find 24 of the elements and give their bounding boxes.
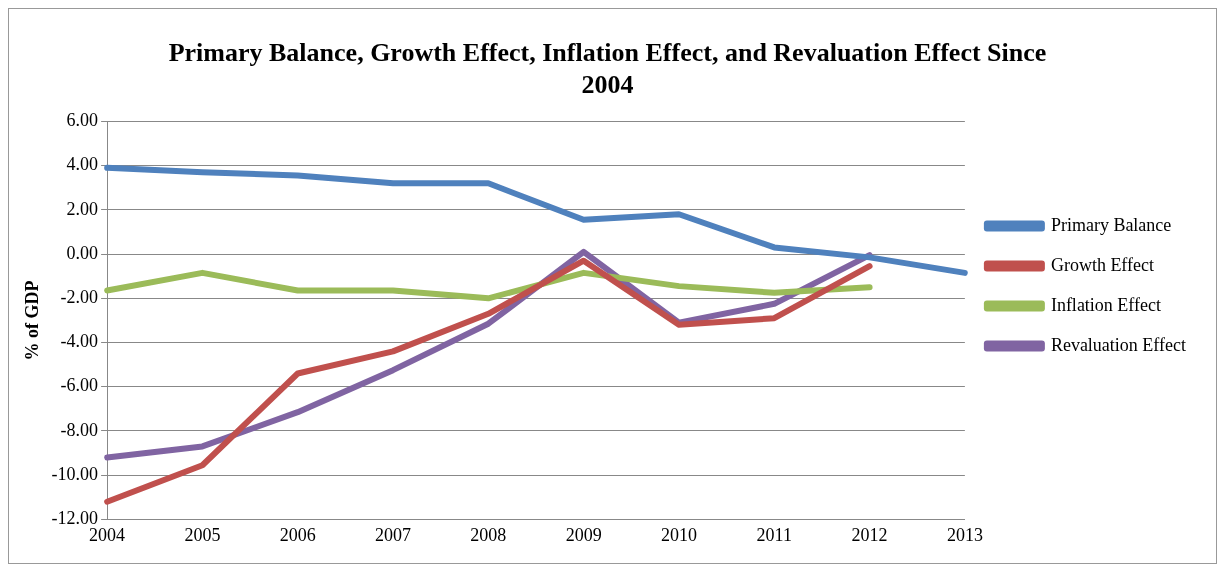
y-tick-label: -2.00 bbox=[60, 287, 99, 308]
legend-label: Revaluation Effect bbox=[1050, 334, 1187, 355]
legend-label: Inflation Effect bbox=[1050, 294, 1162, 315]
x-tick-label: 2013 bbox=[946, 524, 983, 545]
x-tick-label: 2008 bbox=[470, 524, 507, 545]
x-tick-label: 2010 bbox=[660, 524, 697, 545]
y-axis-title: % of GDP bbox=[22, 280, 43, 361]
y-tick-label: -8.00 bbox=[60, 419, 99, 440]
chart-title: Primary Balance, Growth Effect, Inflation Effect, and Revaluation Effect Since 2004 bbox=[168, 38, 1047, 99]
y-tick-label: -4.00 bbox=[60, 331, 99, 352]
y-tick-label: 4.00 bbox=[66, 154, 99, 175]
y-tick-label: 2.00 bbox=[66, 198, 99, 219]
x-tick-label: 2005 bbox=[184, 524, 221, 545]
x-tick-label: 2012 bbox=[851, 524, 888, 545]
y-tick-label: 6.00 bbox=[66, 110, 99, 131]
x-tick-label: 2009 bbox=[565, 524, 602, 545]
x-tick-label: 2007 bbox=[375, 524, 412, 545]
y-tick-label: 0.00 bbox=[66, 242, 99, 263]
legend-label: Primary Balance bbox=[1050, 214, 1172, 235]
y-tick-label: -10.00 bbox=[51, 463, 99, 484]
y-tick-label: -6.00 bbox=[60, 375, 99, 396]
x-tick-label: 2011 bbox=[756, 524, 792, 545]
x-tick-label: 2006 bbox=[279, 524, 316, 545]
legend-label: Growth Effect bbox=[1050, 254, 1155, 275]
